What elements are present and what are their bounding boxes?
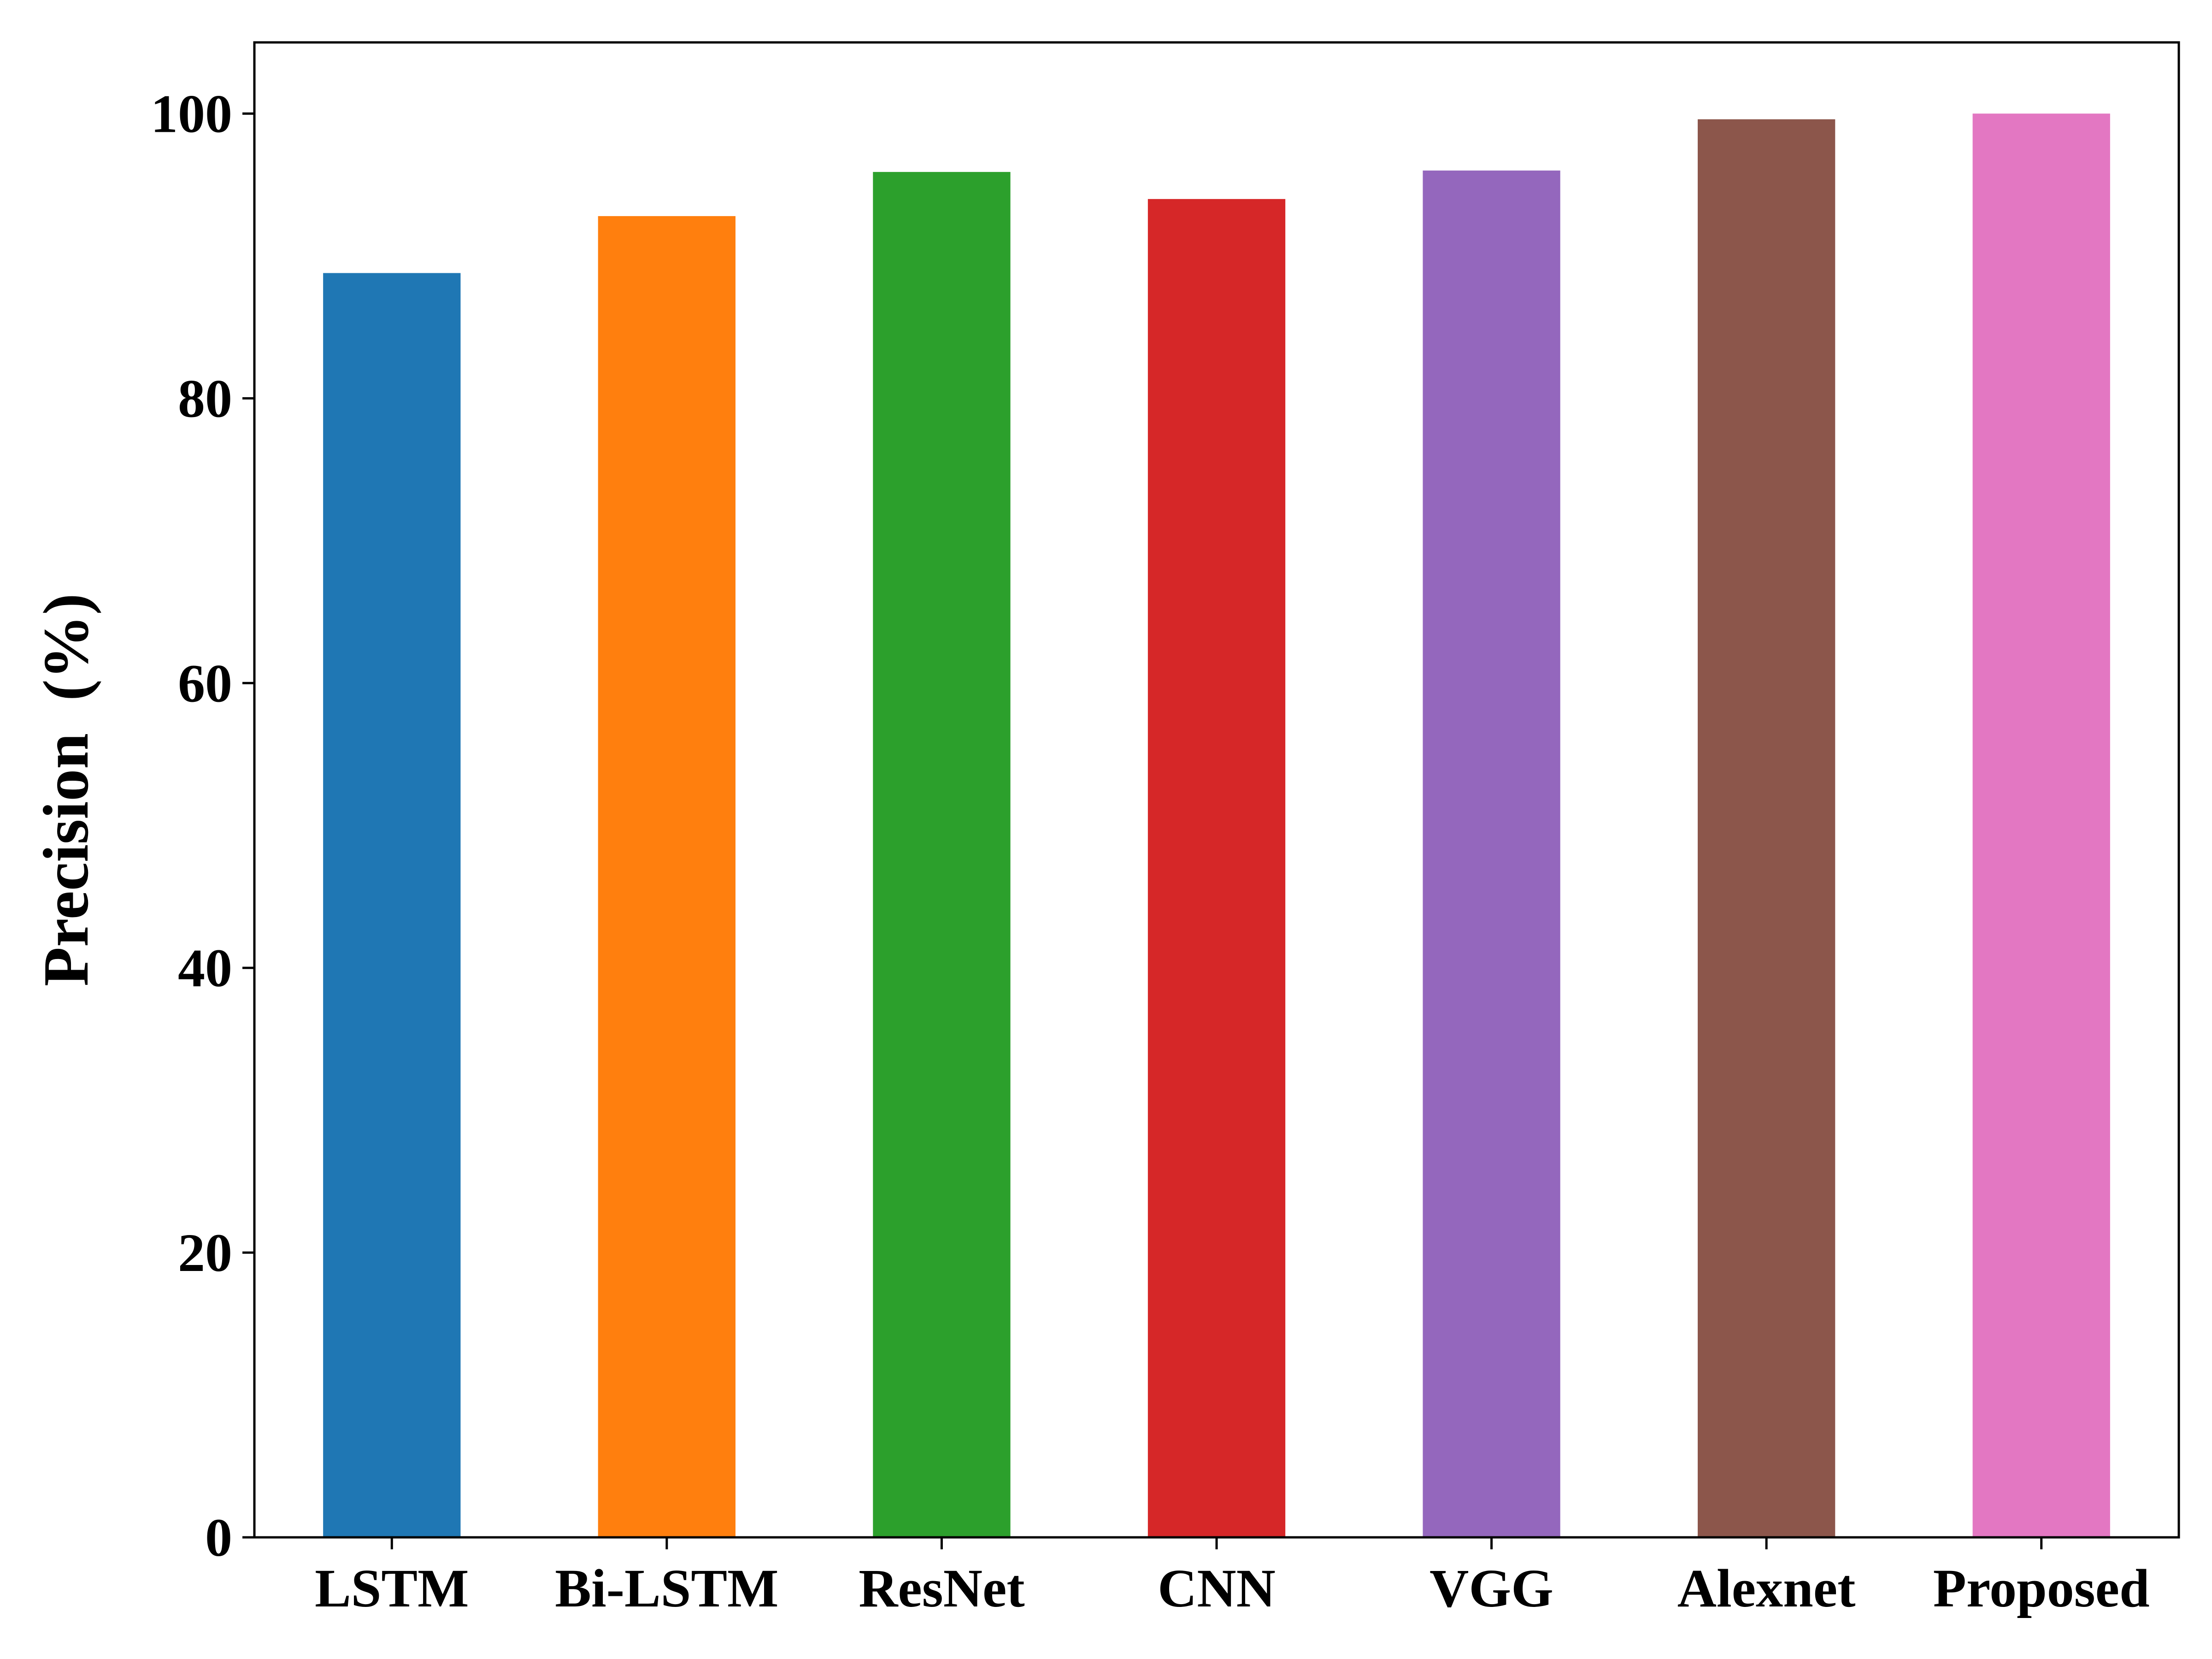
y-tick-label: 40 bbox=[178, 938, 232, 998]
x-tick-label: LSTM bbox=[315, 1558, 469, 1618]
x-tick-label: CNN bbox=[1158, 1558, 1276, 1618]
bar-alexnet bbox=[1698, 119, 1835, 1538]
y-tick-label: 20 bbox=[178, 1223, 232, 1283]
x-tick-label: VGG bbox=[1430, 1558, 1553, 1618]
x-tick-label: Proposed bbox=[1933, 1558, 2150, 1618]
bar-resnet bbox=[873, 172, 1011, 1537]
bar-bi-lstm bbox=[598, 216, 735, 1538]
bar-proposed bbox=[1972, 113, 2110, 1538]
bars-layer bbox=[323, 113, 2110, 1538]
bar-vgg bbox=[1423, 171, 1560, 1537]
y-tick-label: 0 bbox=[205, 1507, 232, 1568]
ticks-layer: LSTM Bi-LSTM ResNet CNN VGG Alexnet Proposed 0 2… bbox=[151, 83, 2150, 1618]
y-tick-label: 80 bbox=[178, 368, 232, 429]
x-tick-label: Alexnet bbox=[1677, 1558, 1856, 1618]
bar-cnn bbox=[1147, 199, 1286, 1537]
x-tick-label: ResNet bbox=[859, 1558, 1024, 1618]
y-tick-label: 60 bbox=[178, 653, 232, 713]
y-axis-title: Precision (%) bbox=[30, 594, 102, 987]
bar-lstm bbox=[323, 273, 461, 1537]
plot-frame bbox=[253, 41, 2180, 1539]
y-tick-label: 100 bbox=[151, 83, 232, 144]
x-tick-label: Bi-LSTM bbox=[555, 1558, 778, 1618]
